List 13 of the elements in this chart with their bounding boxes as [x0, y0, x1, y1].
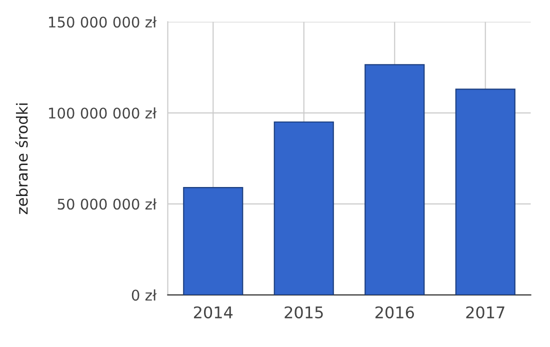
y-tick-label: 0 zł [132, 289, 157, 301]
x-tick-label: 2014 [194, 306, 233, 318]
x-tick-label: 2016 [375, 306, 414, 318]
y-tick-label: 150 000 000 zł [49, 16, 157, 28]
bar [364, 64, 425, 295]
y-tick-label: 100 000 000 zł [49, 107, 157, 119]
y-tick-label: 50 000 000 zł [58, 198, 157, 210]
bar [455, 88, 516, 295]
bar [274, 121, 334, 295]
y-axis-title: zebrane środki [15, 103, 28, 214]
bar [183, 186, 244, 295]
x-tick-label: 2017 [466, 306, 504, 318]
x-tick-label: 2015 [284, 306, 323, 318]
